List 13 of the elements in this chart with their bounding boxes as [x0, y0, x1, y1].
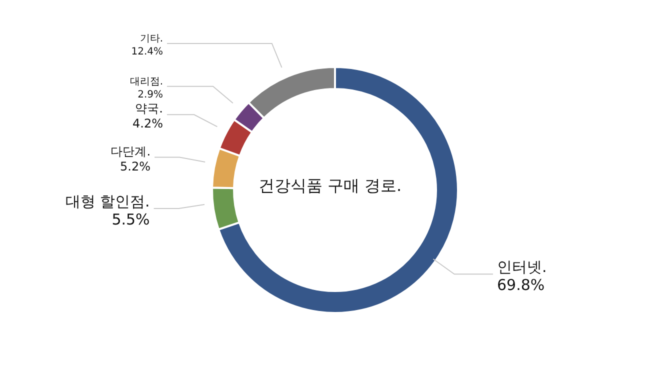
slice-label: 대형 할인점.	[65, 192, 150, 210]
slice-label: 약국.	[135, 102, 163, 116]
slice-label: 대리점.	[130, 76, 163, 88]
data-label: 69.8%	[497, 276, 545, 294]
data-label: 5.5%	[112, 210, 150, 228]
text: 건강식품 구매 경로.	[258, 176, 402, 195]
data-label: 2.9%	[138, 89, 163, 100]
slice-label: 기타.	[140, 33, 163, 44]
slice-label: 다단계.	[110, 144, 151, 158]
slice-label: 인터넷.	[497, 258, 547, 276]
data-label: 5.2%	[120, 159, 151, 174]
data-label: 12.4%	[131, 46, 163, 58]
data-label: 4.2%	[132, 116, 163, 131]
